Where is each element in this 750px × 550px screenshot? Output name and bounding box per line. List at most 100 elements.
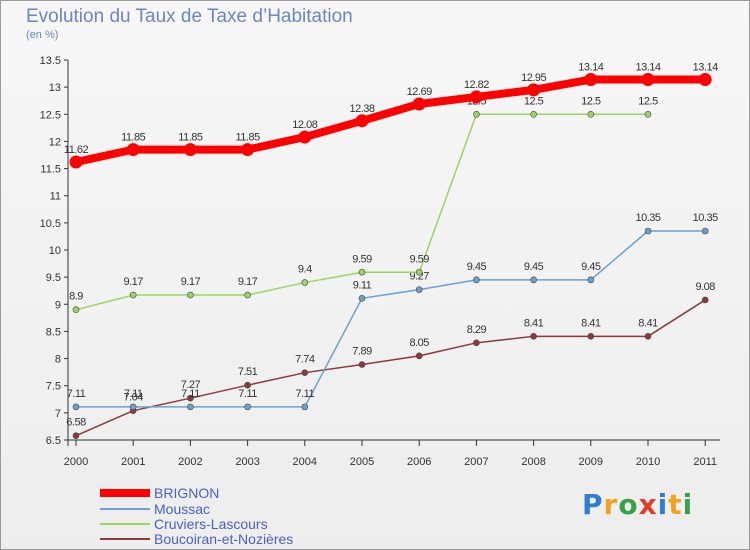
x-tick-label: 2008 [521, 456, 545, 468]
data-point-boucoiran-et-nozi-res [301, 369, 309, 376]
legend-item-brignon: BRIGNON [100, 485, 380, 501]
data-label-moussac: 7.11 [296, 388, 315, 400]
legend-swatch-cruviers-lascours [100, 523, 150, 525]
y-tick-label: 7.5 [46, 381, 61, 393]
data-point-cruviers-lascours [644, 110, 652, 118]
x-tick-label: 2010 [636, 456, 660, 468]
data-label-moussac: 10.35 [693, 212, 718, 224]
x-tick-label: 2004 [293, 456, 317, 468]
data-point-brignon [527, 83, 541, 97]
data-point-cruviers-lascours [473, 110, 480, 118]
data-label-brignon: 12.69 [407, 86, 432, 98]
x-tick-label: 2002 [178, 456, 202, 468]
data-label-moussac: 10.35 [635, 212, 660, 224]
data-label-cruviers-lascours: 8.9 [69, 291, 83, 303]
data-point-moussac [644, 227, 652, 235]
x-tick-label: 2009 [579, 456, 603, 468]
data-label-brignon: 11.62 [64, 144, 89, 156]
data-label-cruviers-lascours: 9.59 [409, 253, 429, 265]
data-point-cruviers-lascours [129, 291, 137, 299]
data-label-moussac: 9.45 [581, 261, 601, 273]
data-point-cruviers-lascours [187, 291, 194, 299]
data-point-brignon [412, 97, 426, 111]
data-label-boucoiran-et-nozi-res: 7.51 [238, 366, 258, 378]
data-point-brignon [126, 143, 140, 157]
data-point-moussac [301, 403, 309, 411]
y-tick-label: 12 [49, 136, 61, 148]
x-tick-label: 2006 [407, 456, 431, 468]
y-tick-label: 9 [55, 299, 61, 311]
series-line-brignon [72, 75, 710, 167]
data-label-boucoiran-et-nozi-res: 8.41 [638, 317, 658, 329]
data-label-brignon: 13.14 [693, 62, 718, 74]
y-tick-label: 6.5 [46, 435, 61, 447]
legend-item-moussac: Moussac [100, 501, 380, 517]
y-tick-label: 9.5 [46, 272, 61, 284]
x-tick-label: 2005 [350, 456, 374, 468]
series-line-moussac [75, 230, 706, 408]
data-label-moussac: 7.11 [238, 388, 257, 400]
data-point-brignon [241, 143, 255, 157]
chart-title: Evolution du Taux de Taxe d’Habitation [26, 6, 353, 27]
legend-swatch-moussac [100, 508, 150, 510]
data-point-moussac [530, 276, 537, 284]
data-label-brignon: 13.14 [578, 62, 603, 74]
y-tick-label: 10.5 [40, 218, 61, 230]
data-label-cruviers-lascours: 9.59 [352, 253, 372, 265]
legend-item-cruviers-lascours: Cruviers-Lascours [100, 516, 380, 532]
proxiti-logo: Proxiti [582, 488, 694, 521]
data-point-moussac [587, 276, 595, 284]
data-label-moussac: 9.11 [353, 279, 372, 291]
data-label-brignon: 11.85 [121, 132, 146, 144]
data-point-cruviers-lascours [415, 268, 423, 276]
data-point-boucoiran-et-nozi-res [244, 381, 251, 389]
data-point-boucoiran-et-nozi-res [530, 333, 537, 340]
data-point-cruviers-lascours [530, 110, 537, 118]
data-label-boucoiran-et-nozi-res: 7.04 [123, 392, 143, 404]
data-label-brignon: 12.08 [292, 119, 317, 131]
data-point-moussac [358, 295, 366, 302]
y-tick-label: 7 [55, 408, 61, 420]
data-point-boucoiran-et-nozi-res [358, 361, 366, 368]
legend-swatch-boucoiran [100, 538, 150, 540]
data-point-boucoiran-et-nozi-res [187, 394, 194, 402]
legend-label-cruviers-lascours: Cruviers-Lascours [154, 516, 268, 532]
data-label-brignon: 11.85 [235, 132, 260, 144]
legend-label-brignon: BRIGNON [154, 485, 220, 501]
y-tick-label: 8 [55, 354, 61, 366]
data-point-boucoiran-et-nozi-res [644, 333, 652, 340]
data-label-moussac: 7.11 [181, 388, 200, 400]
data-point-brignon [641, 73, 655, 87]
legend: BRIGNON Moussac Cruviers-Lascours Boucoi… [100, 485, 380, 547]
data-point-boucoiran-et-nozi-res [701, 296, 709, 304]
legend-swatch-brignon [100, 489, 150, 497]
data-point-cruviers-lascours [301, 279, 309, 286]
data-label-boucoiran-et-nozi-res: 8.41 [581, 317, 601, 329]
x-tick-label: 2007 [464, 456, 488, 468]
y-tick-label: 13 [49, 82, 61, 94]
data-label-cruviers-lascours: 9.17 [238, 276, 258, 288]
data-label-brignon: 12.38 [349, 103, 374, 115]
data-label-moussac: 7.11 [67, 388, 86, 400]
data-point-cruviers-lascours [587, 110, 595, 118]
data-point-brignon [69, 155, 83, 169]
data-point-brignon [584, 73, 598, 87]
data-point-cruviers-lascours [244, 291, 251, 299]
data-label-cruviers-lascours: 12.5 [524, 95, 544, 107]
data-label-moussac: 9.45 [524, 261, 544, 273]
data-point-boucoiran-et-nozi-res [473, 339, 480, 347]
data-label-brignon: 12.82 [464, 79, 489, 91]
y-tick-label: 12.5 [40, 109, 61, 121]
y-tick-label: 11.5 [40, 164, 61, 176]
y-tick-label: 13.5 [40, 55, 61, 67]
x-tick-label: 2001 [121, 456, 145, 468]
data-label-boucoiran-et-nozi-res: 6.58 [66, 417, 86, 429]
x-tick-label: 2000 [64, 456, 88, 468]
data-label-boucoiran-et-nozi-res: 9.08 [695, 281, 715, 293]
x-tick-label: 2011 [693, 456, 717, 468]
data-point-boucoiran-et-nozi-res [415, 352, 423, 360]
series-line-boucoiran-et-nozi-res [75, 299, 706, 437]
data-label-cruviers-lascours: 9.4 [298, 264, 312, 276]
data-label-moussac: 9.27 [409, 271, 429, 283]
